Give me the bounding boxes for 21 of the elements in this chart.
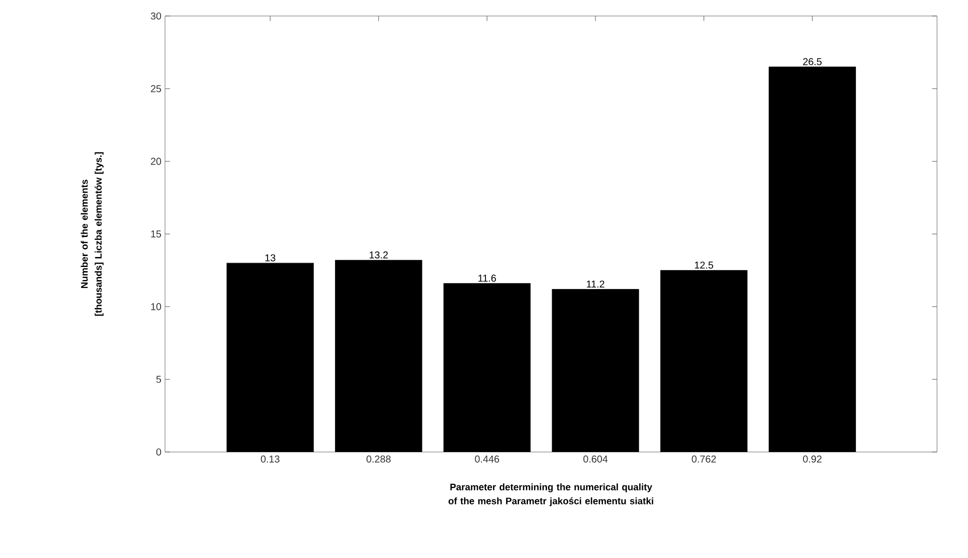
x-tick-label: 0.13 [260, 456, 280, 463]
y-tick-label: 0 [156, 448, 162, 456]
y-tick-label: 20 [150, 158, 162, 165]
data-label: 26.5 [803, 58, 822, 66]
y-tick-label: 25 [150, 85, 162, 92]
x-tick-label: 0.446 [474, 456, 500, 463]
x-tick-label: 0.92 [803, 456, 822, 463]
x-tick-label: 0.288 [366, 456, 391, 463]
y-tick-label: 30 [150, 12, 162, 20]
data-label: 12.5 [694, 262, 714, 269]
y-tick-label: 10 [151, 303, 162, 310]
x-tick-label: 0.762 [692, 456, 716, 463]
data-label: 13.2 [370, 251, 388, 258]
y-tick-label: 15 [151, 230, 162, 238]
data-label: 11.2 [586, 280, 604, 288]
y-axis-title: Number of the elements [thousands] Liczba elementów [tys.] [80, 152, 104, 316]
data-label: 11.6 [478, 274, 496, 282]
x-tick-label: 0.604 [583, 456, 608, 463]
y-tick-label: 5 [156, 376, 162, 383]
data-label: 13 [265, 254, 276, 262]
x-axis-title: Parameter determining the numerical quality of the mesh Parametr jakości elementu siatki [448, 483, 654, 506]
